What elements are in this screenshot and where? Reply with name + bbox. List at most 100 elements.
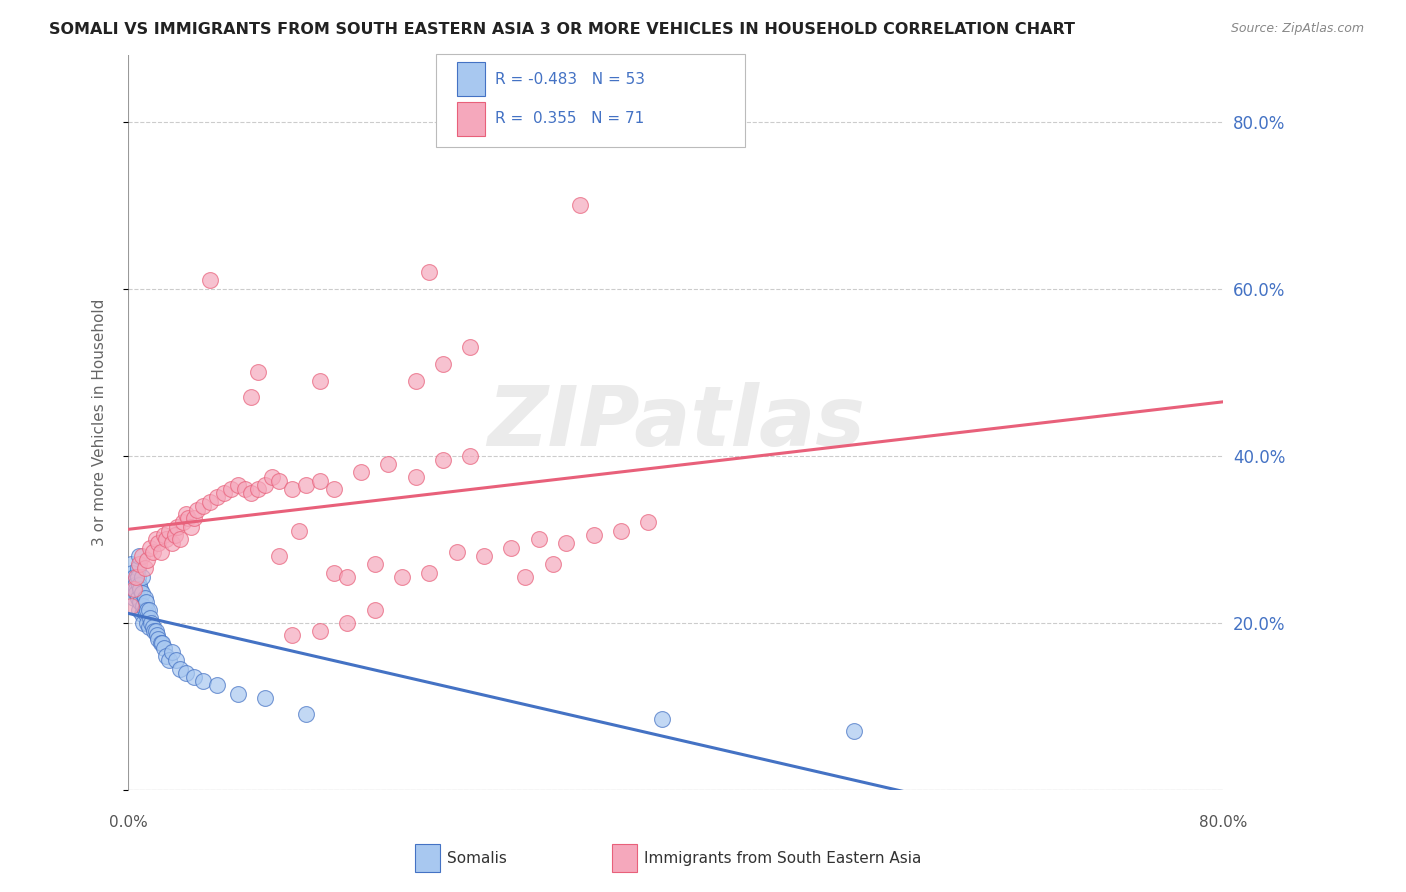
Point [240, 390, 263, 404]
Point [460, 449, 482, 463]
Point [166, 519, 188, 533]
Point [842, 724, 865, 739]
Point [350, 466, 373, 480]
Point [143, 624, 166, 638]
Point [219, 482, 242, 496]
Point [295, 478, 318, 492]
Point [152, 640, 174, 655]
Point [125, 570, 148, 584]
Point [405, 374, 427, 388]
Point [148, 632, 170, 647]
Point [128, 558, 150, 572]
Point [336, 570, 359, 584]
Point [155, 648, 177, 663]
Text: R = -0.483   N = 53: R = -0.483 N = 53 [495, 72, 645, 87]
Point [308, 624, 330, 638]
Text: 80.0%: 80.0% [1199, 814, 1247, 830]
Point [131, 586, 153, 600]
Point [127, 570, 149, 584]
Point [322, 566, 344, 580]
Point [172, 516, 194, 530]
Y-axis label: 3 or more Vehicles in Household: 3 or more Vehicles in Household [93, 299, 107, 546]
Point [174, 665, 197, 680]
Point [308, 474, 330, 488]
Point [568, 198, 591, 212]
Point [128, 549, 150, 563]
Point [135, 607, 157, 622]
Point [308, 374, 330, 388]
Point [193, 673, 215, 688]
Point [651, 712, 673, 726]
Point [193, 499, 215, 513]
Point [226, 478, 249, 492]
Point [186, 503, 208, 517]
Point [139, 611, 162, 625]
Point [254, 478, 277, 492]
Point [128, 578, 150, 592]
Point [432, 357, 454, 371]
Point [160, 536, 183, 550]
Point [129, 595, 152, 609]
Point [131, 549, 153, 563]
Point [145, 624, 167, 638]
Text: R =  0.355   N = 71: R = 0.355 N = 71 [495, 112, 644, 126]
Point [124, 574, 146, 588]
Point [131, 607, 153, 622]
Point [134, 561, 156, 575]
Point [205, 491, 228, 505]
Text: Immigrants from South Eastern Asia: Immigrants from South Eastern Asia [644, 851, 921, 865]
Point [131, 570, 153, 584]
Point [446, 544, 468, 558]
Text: Somalis: Somalis [447, 851, 508, 865]
Point [163, 528, 186, 542]
Point [145, 532, 167, 546]
Point [432, 453, 454, 467]
Point [240, 486, 263, 500]
Point [281, 628, 304, 642]
Point [460, 340, 482, 354]
Point [136, 615, 159, 630]
Point [267, 474, 290, 488]
Point [155, 532, 177, 546]
Text: SOMALI VS IMMIGRANTS FROM SOUTH EASTERN ASIA 3 OR MORE VEHICLES IN HOUSEHOLD COR: SOMALI VS IMMIGRANTS FROM SOUTH EASTERN … [49, 22, 1076, 37]
Point [515, 570, 537, 584]
Text: ZIPatlas: ZIPatlas [486, 382, 865, 463]
Point [336, 615, 359, 630]
Point [363, 603, 385, 617]
Point [200, 494, 222, 508]
Text: 0.0%: 0.0% [108, 814, 148, 830]
Point [127, 591, 149, 605]
Point [127, 561, 149, 575]
Point [180, 519, 202, 533]
Point [132, 615, 155, 630]
Point [377, 457, 399, 471]
Point [134, 591, 156, 605]
Point [120, 599, 142, 613]
Point [637, 516, 659, 530]
Point [141, 615, 163, 630]
Point [322, 482, 344, 496]
Point [136, 603, 159, 617]
Point [212, 486, 235, 500]
Point [174, 507, 197, 521]
Point [205, 678, 228, 692]
Point [122, 582, 145, 597]
Point [501, 541, 523, 555]
Point [418, 265, 440, 279]
Text: Source: ZipAtlas.com: Source: ZipAtlas.com [1230, 22, 1364, 36]
Point [405, 469, 427, 483]
Point [120, 558, 142, 572]
Point [124, 578, 146, 592]
Point [148, 536, 170, 550]
Point [165, 653, 187, 667]
Point [267, 549, 290, 563]
Point [138, 620, 160, 634]
Point [582, 528, 605, 542]
Point [200, 273, 222, 287]
Point [121, 566, 143, 580]
Point [125, 582, 148, 597]
Point [177, 511, 200, 525]
Point [150, 636, 173, 650]
Point [139, 541, 162, 555]
Point [136, 553, 159, 567]
